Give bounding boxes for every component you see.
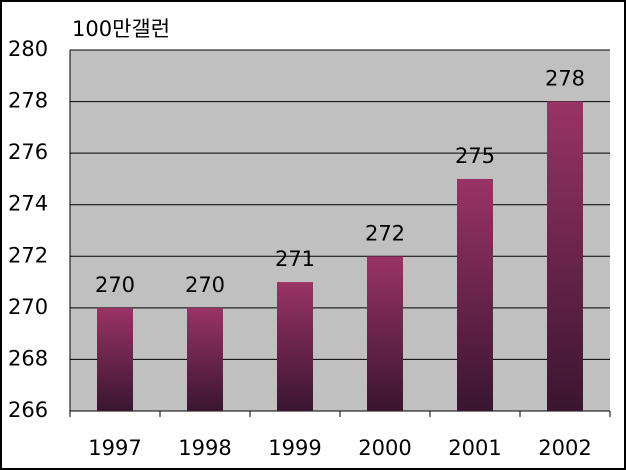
x-tick-label: 2001	[448, 436, 501, 460]
bar	[457, 178, 493, 411]
y-tick-label: 276	[8, 140, 48, 164]
data-label: 278	[545, 67, 585, 91]
y-tick-label: 280	[8, 37, 48, 61]
y-tick-label: 268	[8, 346, 48, 370]
x-tick-label: 1997	[88, 436, 141, 460]
y-tick-label: 274	[8, 192, 48, 216]
bar	[187, 307, 223, 411]
plot-area	[70, 50, 610, 411]
y-tick-label: 278	[8, 89, 48, 113]
bar	[547, 101, 583, 412]
y-tick-label: 270	[8, 295, 48, 319]
data-label: 272	[365, 221, 405, 245]
y-tick-label: 266	[8, 398, 48, 422]
x-tick-label: 2000	[358, 436, 411, 460]
y-axis-label: 100만갤런	[72, 17, 170, 41]
data-label: 271	[275, 247, 315, 271]
data-label: 270	[95, 273, 135, 297]
x-tick-label: 2002	[538, 436, 591, 460]
x-tick-label: 1998	[178, 436, 231, 460]
x-tick-label: 1999	[268, 436, 321, 460]
bar	[277, 282, 313, 411]
data-label: 270	[185, 273, 225, 297]
bar	[97, 307, 133, 411]
bar	[367, 256, 403, 411]
y-tick-label: 272	[8, 243, 48, 267]
data-label: 275	[455, 144, 495, 168]
